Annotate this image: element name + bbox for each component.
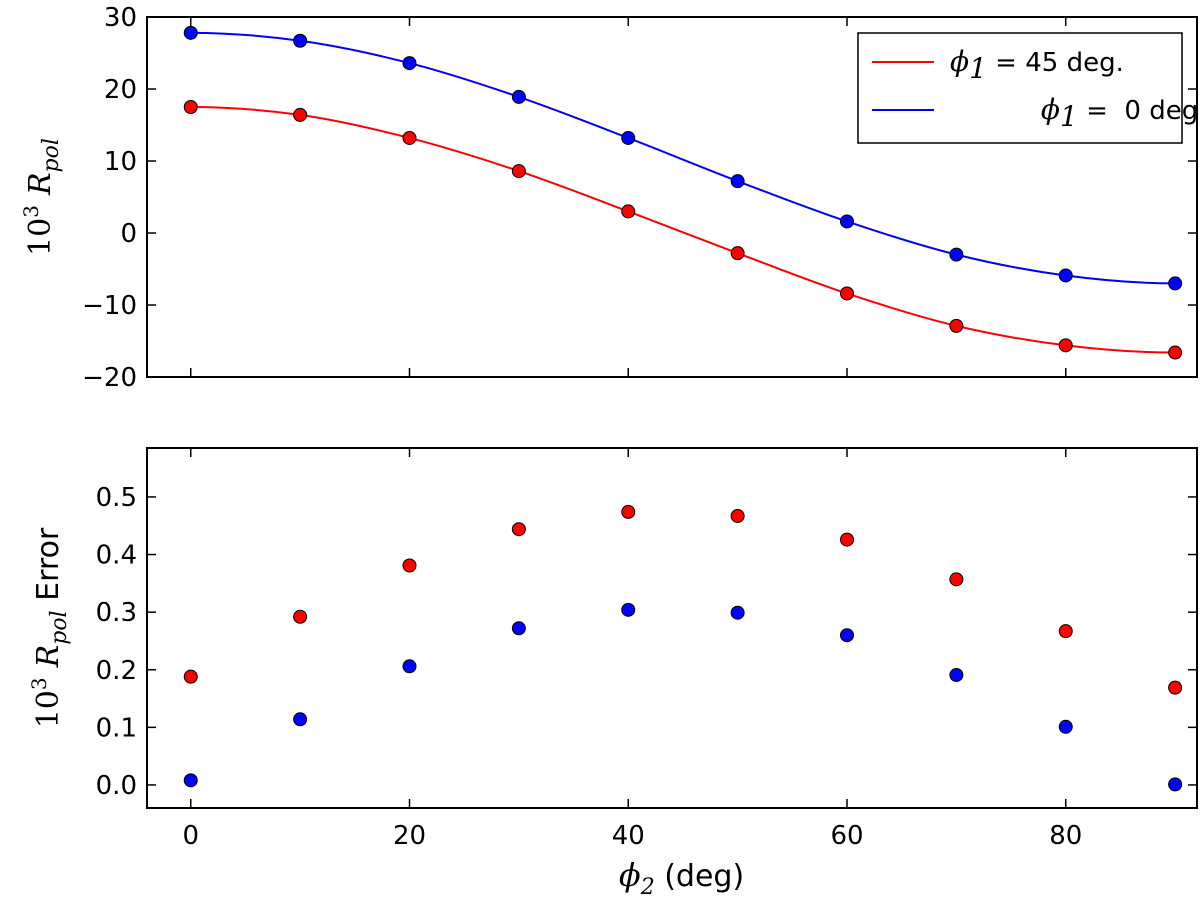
top-point-series-1 <box>621 130 636 145</box>
legend-red-sub: 1 <box>969 52 987 85</box>
bottom-point-series-0 <box>1168 680 1183 695</box>
legend-entry-red: ϕ1 = 45 deg. <box>950 45 1124 85</box>
bottom-ytick-label: 0.5 <box>96 483 137 513</box>
top-ytick-label: 30 <box>104 3 137 33</box>
legend-blue-text: = 0 deg. <box>1078 96 1200 126</box>
top-ytick-label: 10 <box>104 147 137 177</box>
bottom-point-series-0 <box>730 508 745 523</box>
bottom-xtick-label: 80 <box>1049 821 1082 851</box>
top-ticks: −20 −10 0 10 20 30 <box>82 3 1197 393</box>
top-point-series-1 <box>840 214 854 229</box>
top-point-series-0 <box>1058 338 1073 353</box>
top-point-series-1 <box>1168 276 1183 291</box>
fit-line-series-0 <box>190 106 1176 354</box>
top-point-series-1 <box>293 33 308 48</box>
legend-red-var: ϕ <box>950 45 969 78</box>
top-ytick-label: −10 <box>82 291 137 321</box>
top-point-series-1 <box>730 174 745 189</box>
top-point-series-0 <box>730 246 745 261</box>
legend: ϕ1 = 45 deg. ϕ1 = 0 deg. <box>857 32 1200 144</box>
bottom-xtick-label: 0 <box>182 821 199 851</box>
bottom-point-series-1 <box>1168 777 1183 792</box>
top-point-series-0 <box>840 286 854 301</box>
top-ylabel-var: R <box>23 172 58 196</box>
bottom-point-series-1 <box>293 712 308 727</box>
top-point-series-0 <box>402 130 417 145</box>
fit-line-series-1 <box>190 31 1176 285</box>
top-point-series-0 <box>511 164 526 179</box>
bottom-point-series-0 <box>293 609 308 624</box>
bottom-ytick-label: 0.0 <box>96 771 137 801</box>
top-point-series-1 <box>183 25 198 40</box>
top-point-series-1 <box>402 56 417 71</box>
top-ylabel-prefix: 10 <box>23 218 58 256</box>
bottom-ytick-label: 0.2 <box>96 656 137 686</box>
top-point-series-0 <box>293 107 308 122</box>
top-ytick-label: −20 <box>82 363 137 393</box>
top-point-series-0 <box>1168 345 1183 360</box>
xlabel-sub: 2 <box>640 875 655 897</box>
bottom-point-series-0 <box>183 669 198 684</box>
bottom-point-series-1 <box>621 602 636 617</box>
top-point-series-0 <box>183 100 198 114</box>
bottom-point-series-1 <box>183 773 198 788</box>
legend-blue-var: ϕ <box>1041 93 1060 126</box>
legend-entry-blue: ϕ1 = 0 deg. <box>950 93 1200 133</box>
bottom-point-series-1 <box>730 605 745 620</box>
bottom-point-series-1 <box>1058 719 1073 734</box>
top-points <box>183 25 1183 360</box>
bottom-ylabel-exponent: 3 <box>27 677 51 690</box>
bottom-point-series-0 <box>949 572 964 587</box>
bottom-ytick-label: 0.4 <box>96 541 137 571</box>
top-fit-lines <box>190 31 1176 354</box>
bottom-ytick-label: 0.3 <box>96 598 137 628</box>
bottom-ticks: 0.0 0.1 0.2 0.3 0.4 0.5 0 20 40 60 80 <box>96 448 1197 851</box>
top-ylabel-exponent: 3 <box>19 205 43 218</box>
top-y-axis-label: 103 Rpol <box>19 138 64 256</box>
legend-box <box>857 32 1183 144</box>
bottom-point-series-1 <box>511 621 526 636</box>
top-point-series-0 <box>621 204 636 219</box>
bottom-point-series-0 <box>402 558 417 573</box>
bottom-point-series-1 <box>949 667 964 682</box>
bottom-point-series-0 <box>1058 624 1073 639</box>
bottom-point-series-1 <box>840 628 854 643</box>
xlabel-text: (deg) <box>655 859 745 894</box>
x-axis-label: ϕ2 (deg) <box>533 856 811 897</box>
bottom-point-series-0 <box>840 532 854 547</box>
xlabel-var: ϕ <box>619 856 641 894</box>
top-point-series-1 <box>949 247 964 262</box>
top-point-series-1 <box>1058 268 1073 283</box>
top-ytick-label: 20 <box>104 75 137 105</box>
bottom-plot-frame <box>146 447 1198 809</box>
top-ytick-label: 0 <box>120 219 137 249</box>
top-ylabel-sub: pol <box>39 138 64 172</box>
bottom-ylabel-sub: pol <box>47 610 72 644</box>
legend-blue-sub: 1 <box>1060 100 1078 133</box>
legend-red-text: = 45 deg. <box>987 48 1124 78</box>
bottom-xtick-label: 40 <box>612 821 645 851</box>
bottom-point-series-0 <box>511 522 526 537</box>
bottom-xtick-label: 20 <box>393 821 426 851</box>
bottom-ylabel-prefix: 10 <box>31 690 66 728</box>
bottom-panel: 0.0 0.1 0.2 0.3 0.4 0.5 0 20 40 60 80 103 Rpol Erro… <box>27 447 1198 897</box>
top-point-series-0 <box>949 318 964 333</box>
top-point-series-1 <box>511 89 526 104</box>
bottom-point-series-0 <box>621 504 636 519</box>
bottom-xtick-label: 60 <box>830 821 863 851</box>
bottom-ylabel-suffix: Error <box>31 527 66 610</box>
top-plot-frame <box>146 16 1198 378</box>
bottom-ytick-label: 0.1 <box>96 713 137 743</box>
bottom-points <box>183 504 1183 792</box>
bottom-ylabel-var: R <box>31 645 66 669</box>
bottom-y-axis-label: 103 Rpol Error <box>27 527 72 728</box>
bottom-point-series-1 <box>402 659 417 674</box>
